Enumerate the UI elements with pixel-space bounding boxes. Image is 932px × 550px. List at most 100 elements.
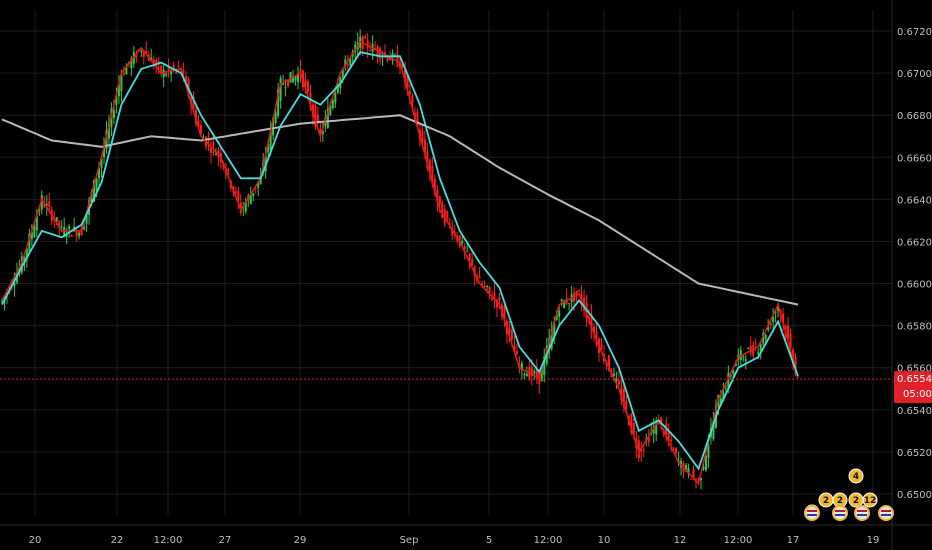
candle-body (672, 449, 675, 451)
candle-body (426, 151, 429, 168)
candle-body (321, 130, 324, 134)
candle-body (640, 449, 643, 452)
candle-body (593, 326, 596, 334)
candle-body (655, 420, 658, 435)
candle-body (331, 99, 334, 109)
candle-body (739, 350, 742, 361)
moving-averages (1, 40, 799, 485)
candle-body (274, 112, 277, 124)
candle-body (617, 379, 620, 385)
candle-body (45, 203, 48, 206)
candle-body (632, 423, 635, 435)
candle-body (471, 259, 474, 265)
candle-body (386, 57, 389, 61)
x-tick-label: 19 (867, 535, 880, 546)
flag-marker[interactable] (832, 505, 848, 521)
candle-body (583, 297, 586, 311)
candle-body (533, 371, 536, 374)
candle-body (107, 123, 110, 139)
candle-body (396, 53, 399, 67)
event-marker[interactable]: 12 (862, 492, 878, 508)
x-tick-label: Sep (400, 535, 419, 546)
candle-body (729, 375, 732, 377)
candle-body (550, 329, 553, 349)
candle-body (712, 420, 715, 439)
candle-body (100, 158, 103, 168)
candle-body (346, 64, 349, 66)
candle-body (782, 313, 785, 323)
candle-body (217, 149, 220, 157)
event-marker[interactable]: 4 (848, 468, 864, 484)
candle-body (272, 117, 275, 136)
candle-body (468, 253, 471, 261)
candle-body (764, 334, 767, 340)
candle-body (530, 366, 533, 376)
candle-body (722, 392, 725, 401)
event-marker-label: 2 (823, 496, 829, 506)
candle-body (244, 202, 247, 212)
flag-marker[interactable] (854, 505, 870, 521)
candle-body (486, 285, 489, 287)
candle-body (543, 356, 546, 376)
flag-stripe (807, 514, 817, 516)
candle-body (389, 57, 392, 61)
candle-body (774, 311, 777, 313)
event-marker[interactable]: 2 (818, 492, 834, 508)
candle-body (520, 363, 523, 371)
candle-body (33, 226, 36, 238)
event-markers[interactable]: 3222124 (804, 468, 894, 521)
event-marker-badge (862, 492, 878, 508)
candle-body (177, 65, 180, 67)
flag-stripe (857, 510, 867, 512)
candle-body (436, 189, 439, 202)
flag-marker[interactable] (878, 505, 894, 521)
candle-body (48, 201, 51, 207)
candle-body (777, 305, 780, 312)
candle-body (719, 398, 722, 406)
flag-marker[interactable] (804, 505, 820, 521)
candle-body (277, 89, 280, 116)
candle-body (40, 195, 43, 210)
candle-body (249, 194, 252, 204)
candle-body (200, 125, 202, 135)
candle-body (239, 202, 242, 214)
current-price-countdown: 05:00 (903, 389, 932, 400)
candle-body (657, 421, 660, 425)
candle-body (78, 232, 81, 237)
candle-body (379, 48, 382, 59)
candle-body (259, 175, 262, 184)
candle-body (170, 69, 173, 75)
candle-body (416, 111, 419, 127)
flag-stripe (857, 514, 867, 516)
candle-body (590, 313, 593, 331)
candle-body (478, 277, 481, 279)
candle-body (742, 356, 745, 358)
candle-body (83, 226, 86, 230)
candle-body (95, 178, 98, 191)
candle-body (732, 370, 735, 375)
candle-body (670, 439, 673, 442)
candle-body (660, 417, 663, 423)
event-marker[interactable]: 2 (832, 492, 848, 508)
fast-moving-average-line (1, 40, 799, 485)
candle-body (600, 344, 603, 350)
candle-body (692, 468, 695, 478)
candle-body (558, 310, 561, 317)
candle-body (523, 373, 526, 375)
candle-body (105, 130, 108, 150)
candle-body (675, 448, 678, 454)
candle-body (525, 373, 528, 377)
candle-body (207, 141, 210, 143)
candle-body (35, 216, 38, 231)
flag-stripe (881, 510, 891, 512)
candle-body (28, 233, 31, 252)
candle-body (58, 221, 61, 228)
candle-body (466, 251, 469, 253)
candle-body (279, 77, 282, 102)
event-marker[interactable]: 2 (848, 492, 864, 508)
